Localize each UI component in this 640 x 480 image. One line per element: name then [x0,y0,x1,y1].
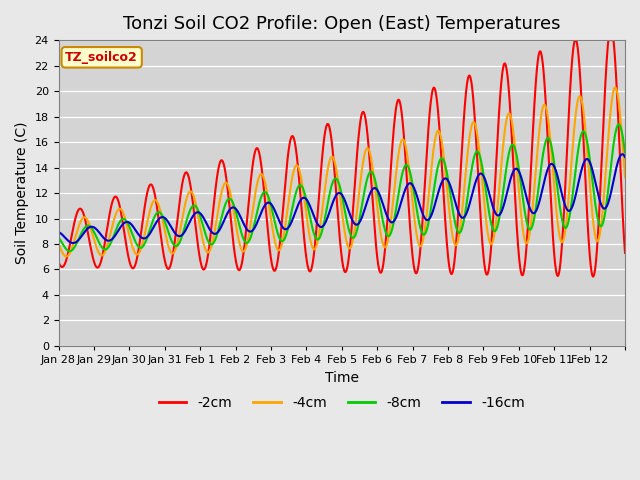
X-axis label: Time: Time [324,371,359,384]
Y-axis label: Soil Temperature (C): Soil Temperature (C) [15,122,29,264]
Text: TZ_soilco2: TZ_soilco2 [65,51,138,64]
Title: Tonzi Soil CO2 Profile: Open (East) Temperatures: Tonzi Soil CO2 Profile: Open (East) Temp… [123,15,561,33]
Legend: -2cm, -4cm, -8cm, -16cm: -2cm, -4cm, -8cm, -16cm [153,390,531,416]
